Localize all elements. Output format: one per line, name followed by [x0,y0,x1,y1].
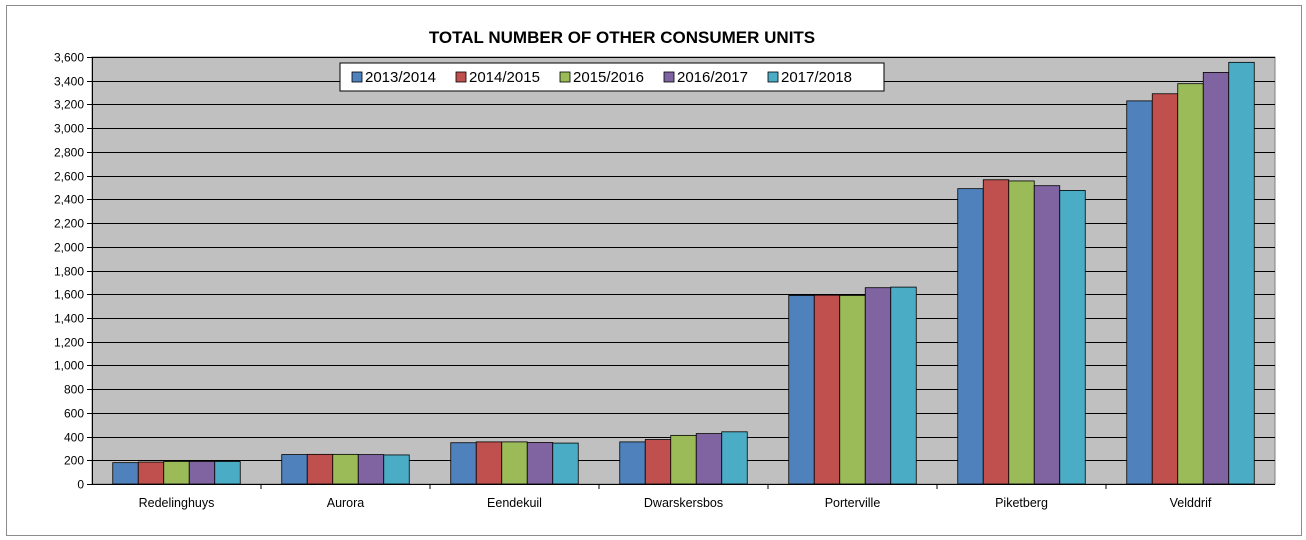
bar [112,462,139,485]
bar [1177,83,1204,485]
x-tick-label: Dwarskersbos [644,496,723,510]
plot-area [91,56,1276,485]
bar [306,453,334,485]
bar [788,295,815,485]
x-tick-label: Velddrif [1170,496,1212,510]
bar [619,441,646,485]
bar [1033,185,1061,485]
y-tick-label: 3,600 [54,51,84,65]
legend-label: 2013/2014 [365,69,436,86]
bar [214,461,241,485]
bar [839,295,866,485]
bar-chart: 0 200 400 600 800 1,000 1,200 1,400 1,600 1,800 2,… [54,28,1276,510]
bar [475,441,503,485]
bar [721,431,748,485]
legend [339,62,885,92]
y-tick-label: 2,800 [54,146,84,160]
bar [890,286,917,485]
bar [357,454,385,485]
x-tick-label: Redelinghuys [139,496,215,510]
y-tick-label: 1,200 [54,336,84,350]
y-tick-label: 3,400 [54,75,84,89]
chart-title: TOTAL NUMBER OF OTHER CONSUMER UNITS [429,28,815,47]
bar [1008,180,1035,485]
legend-label: 2014/2015 [469,69,540,86]
y-tick-label: 2,600 [54,170,84,184]
bar [450,442,477,485]
bar [137,461,165,485]
legend-label: 2017/2018 [781,69,852,86]
x-tick-label: Piketberg [995,496,1048,510]
legend-swatch [455,71,467,83]
chart-frame: 0 200 400 600 800 1,000 1,200 1,400 1,600 1,800 2,… [6,5,1302,536]
legend-swatch [351,71,363,83]
bar [1126,100,1153,485]
y-tick-label: 2,400 [54,193,84,207]
bar [526,442,554,485]
legend-label: 2016/2017 [677,69,748,86]
bar [281,454,308,485]
bar [1202,72,1230,485]
y-tick-label: 2,000 [54,241,84,255]
y-tick-label: 1,600 [54,288,84,302]
legend-swatch [559,71,571,83]
bar [1151,93,1179,485]
y-tick-label: 600 [64,407,84,421]
x-tick-label: Aurora [327,496,365,510]
bar [957,188,984,485]
legend-swatch [663,71,675,83]
y-tick-label: 1,400 [54,312,84,326]
bar [644,439,672,485]
y-tick-label: 2,200 [54,217,84,231]
bar [1228,61,1255,485]
y-tick-label: 200 [64,454,84,468]
bar [982,179,1010,485]
y-tick-label: 400 [64,431,84,445]
y-tick-label: 1,800 [54,265,84,279]
legend-swatch [767,71,779,83]
x-tick-label: Porterville [825,496,881,510]
bar [188,461,216,485]
y-tick-label: 0 [77,478,84,492]
bar [1059,190,1086,485]
bar [813,294,841,485]
y-tick-label: 3,000 [54,122,84,136]
bar [670,434,697,485]
bar [864,287,892,485]
bar [383,454,410,485]
bar [501,441,528,485]
legend-label: 2015/2016 [573,69,644,86]
x-tick-label: Eendekuil [487,496,542,510]
bar [163,461,190,485]
y-tick-label: 3,200 [54,98,84,112]
bar [332,453,359,485]
bar [552,442,579,485]
bar [695,433,723,485]
y-tick-label: 1,000 [54,359,84,373]
y-tick-label: 800 [64,383,84,397]
